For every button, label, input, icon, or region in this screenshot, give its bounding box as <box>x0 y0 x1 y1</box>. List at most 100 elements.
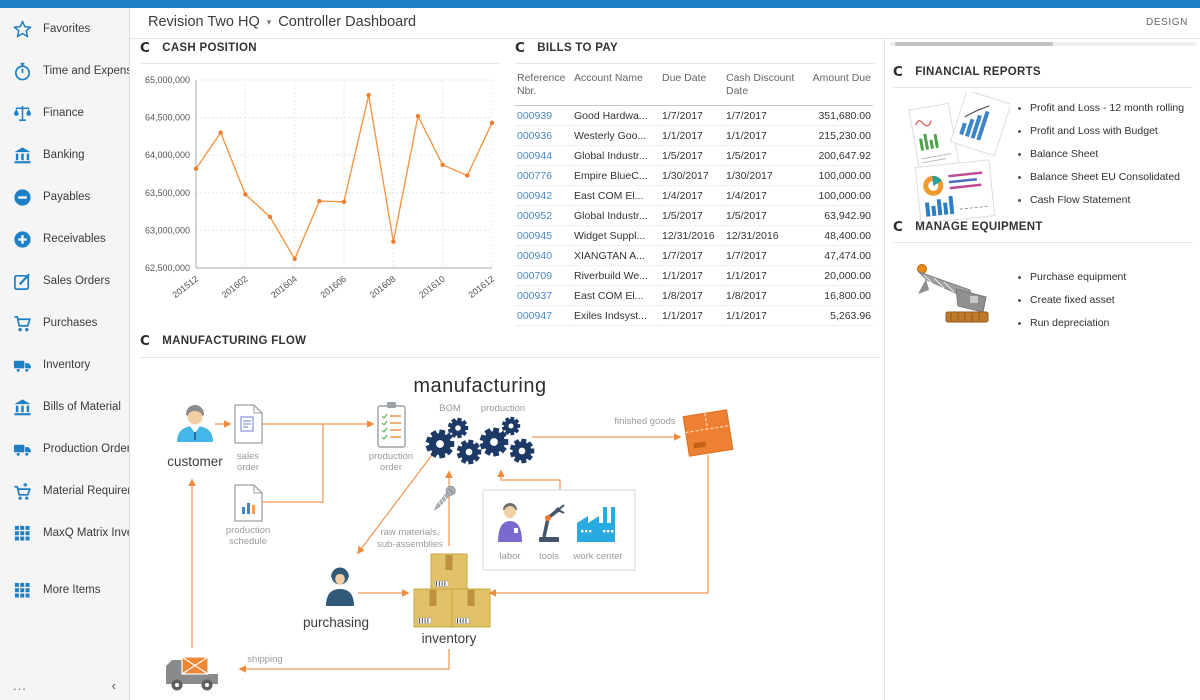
reference-link[interactable]: 000709 <box>515 265 572 287</box>
work-center-label: work center <box>572 551 622 562</box>
due-date-cell: 1/1/2017 <box>660 305 724 327</box>
refresh-icon[interactable]: C <box>893 64 904 80</box>
company-selector[interactable]: Revision Two HQ <box>148 14 260 30</box>
refresh-icon[interactable]: C <box>140 333 151 349</box>
reference-link[interactable]: 000939 <box>515 105 572 127</box>
bom-label: BOM <box>439 403 461 414</box>
report-link[interactable]: Balance Sheet <box>1018 148 1200 160</box>
equipment-links: Purchase equipment Create fixed asset Run … <box>1018 271 1200 340</box>
right-scrollbar-thumb[interactable] <box>895 42 1053 46</box>
table-row: 000937 East COM El... 1/8/2017 1/8/2017 16,8… <box>515 285 873 307</box>
finished-goods-box-icon <box>682 409 734 457</box>
column-header[interactable]: Due Date <box>660 70 724 107</box>
amount-cell: 100,000.00 <box>802 185 873 207</box>
report-link[interactable]: Cash Flow Statement <box>1018 194 1200 206</box>
shipping-label: shipping <box>247 654 282 665</box>
manufacturing-flow-diagram: manufacturing BOM production customer sa… <box>166 375 734 691</box>
scales-icon <box>13 104 32 123</box>
reference-link[interactable]: 000944 <box>515 145 572 167</box>
column-header[interactable]: Reference Nbr. <box>515 70 572 107</box>
reference-link[interactable]: 000940 <box>515 245 572 267</box>
grid-icon <box>13 524 32 543</box>
panel-title: CASH POSITION <box>162 42 257 54</box>
chevron-left-icon[interactable]: ‹ <box>111 677 116 693</box>
svg-text:201606: 201606 <box>318 274 348 300</box>
shipping-truck-icon <box>166 656 218 691</box>
overflow-menu-icon[interactable]: ... <box>13 677 27 693</box>
sidebar-item-material-requirem[interactable]: Material Requirem... <box>0 470 129 512</box>
sidebar-item-production-orders[interactable]: Production Orders <box>0 428 129 470</box>
labor-label: labor <box>499 551 520 562</box>
sidebar-footer: ... ‹ <box>0 674 129 696</box>
design-button[interactable]: DESIGN <box>1146 17 1188 28</box>
sidebar-item-purchases[interactable]: Purchases <box>0 302 129 344</box>
reference-link[interactable]: 000947 <box>515 305 572 327</box>
table-row: 000936 Westerly Goo... 1/1/2017 1/1/2017 215… <box>515 125 873 147</box>
page-header: Revision Two HQ ▾ Controller Dashboard D… <box>130 8 1200 39</box>
sidebar-item-banking[interactable]: Banking <box>0 134 129 176</box>
bullet-icon <box>1018 106 1021 110</box>
report-link[interactable]: Profit and Loss - 12 month rolling <box>1018 102 1200 114</box>
report-link[interactable]: Profit and Loss with Budget <box>1018 125 1200 137</box>
tools-robot-arm-icon <box>539 504 565 542</box>
sidebar-item-inventory[interactable]: Inventory <box>0 344 129 386</box>
svg-text:201604: 201604 <box>269 274 299 300</box>
bank-icon <box>13 146 32 165</box>
discount-date-cell: 1/1/2017 <box>724 125 802 147</box>
reference-link[interactable]: 000942 <box>515 185 572 207</box>
column-header[interactable]: Amount Due <box>802 70 873 107</box>
due-date-cell: 1/8/2017 <box>660 285 724 307</box>
equipment-link[interactable]: Run depreciation <box>1018 317 1200 329</box>
truck-icon <box>13 440 32 459</box>
reference-link[interactable]: 000936 <box>515 125 572 147</box>
discount-date-cell: 1/7/2017 <box>724 105 802 127</box>
reference-link[interactable]: 000952 <box>515 205 572 227</box>
sidebar-item-finance[interactable]: Finance <box>0 92 129 134</box>
sidebar-item-maxq-matrix-invent[interactable]: MaxQ Matrix Invent... <box>0 512 129 554</box>
sidebar-item-bills-of-material[interactable]: Bills of Material <box>0 386 129 428</box>
discount-date-cell: 12/31/2016 <box>724 225 802 247</box>
manage-equipment-panel: C MANAGE EQUIPMENT <box>893 219 1193 243</box>
equipment-link[interactable]: Purchase equipment <box>1018 271 1200 283</box>
sidebar-item-more-items[interactable]: More Items <box>0 569 129 611</box>
column-header[interactable]: Cash Discount Date <box>724 70 802 107</box>
refresh-icon[interactable]: C <box>893 219 904 235</box>
reference-link[interactable]: 000776 <box>515 165 572 187</box>
account-cell: Exiles Indsyst... <box>572 305 660 327</box>
report-link[interactable]: Balance Sheet EU Consolidated <box>1018 171 1200 183</box>
financial-report-links: Profit and Loss - 12 month rolling Profit… <box>1018 102 1200 217</box>
equipment-link[interactable]: Create fixed asset <box>1018 294 1200 306</box>
reference-link[interactable]: 000945 <box>515 225 572 247</box>
due-date-cell: 1/1/2017 <box>660 125 724 147</box>
discount-date-cell: 1/5/2017 <box>724 205 802 227</box>
svg-text:63,500,000: 63,500,000 <box>145 188 190 198</box>
due-date-cell: 1/7/2017 <box>660 105 724 127</box>
sidebar-item-payables[interactable]: Payables <box>0 176 129 218</box>
panel-title: MANUFACTURING FLOW <box>162 335 307 347</box>
account-cell: Westerly Goo... <box>572 125 660 147</box>
amount-cell: 200,647.92 <box>802 145 873 167</box>
sidebar-item-receivables[interactable]: Receivables <box>0 218 129 260</box>
reference-link[interactable]: 000937 <box>515 285 572 307</box>
bullet-icon <box>1018 175 1021 179</box>
sidebar-item-favorites[interactable]: Favorites <box>0 8 129 50</box>
bills-table-header: Reference Nbr. Account Name Due Date Cash D… <box>515 70 873 107</box>
account-cell: Empire BlueC... <box>572 165 660 187</box>
cart-plus-icon <box>13 482 32 501</box>
chevron-down-icon[interactable]: ▾ <box>266 16 272 27</box>
stopwatch-icon <box>13 62 32 81</box>
refresh-icon[interactable]: C <box>140 40 151 56</box>
column-header[interactable]: Account Name <box>572 70 660 107</box>
sidebar-item-time-and-expenses[interactable]: Time and Expenses <box>0 50 129 92</box>
table-row: 000939 Good Hardwa... 1/7/2017 1/7/2017 351,… <box>515 105 873 127</box>
amount-cell: 5,263.96 <box>802 305 873 327</box>
refresh-icon[interactable]: C <box>515 40 526 56</box>
bills-to-pay-panel: C BILLS TO PAY Reference Nbr. Account Nam… <box>515 40 875 327</box>
panel-title: BILLS TO PAY <box>537 42 618 54</box>
top-accent-bar <box>0 0 1200 8</box>
sidebar-item-sales-orders[interactable]: Sales Orders <box>0 260 129 302</box>
account-cell: Global Industr... <box>572 205 660 227</box>
table-row: 000952 Global Industr... 1/5/2017 1/5/2017 6… <box>515 205 873 227</box>
bullet-icon <box>1018 152 1021 156</box>
panel-title: MANAGE EQUIPMENT <box>915 221 1043 233</box>
